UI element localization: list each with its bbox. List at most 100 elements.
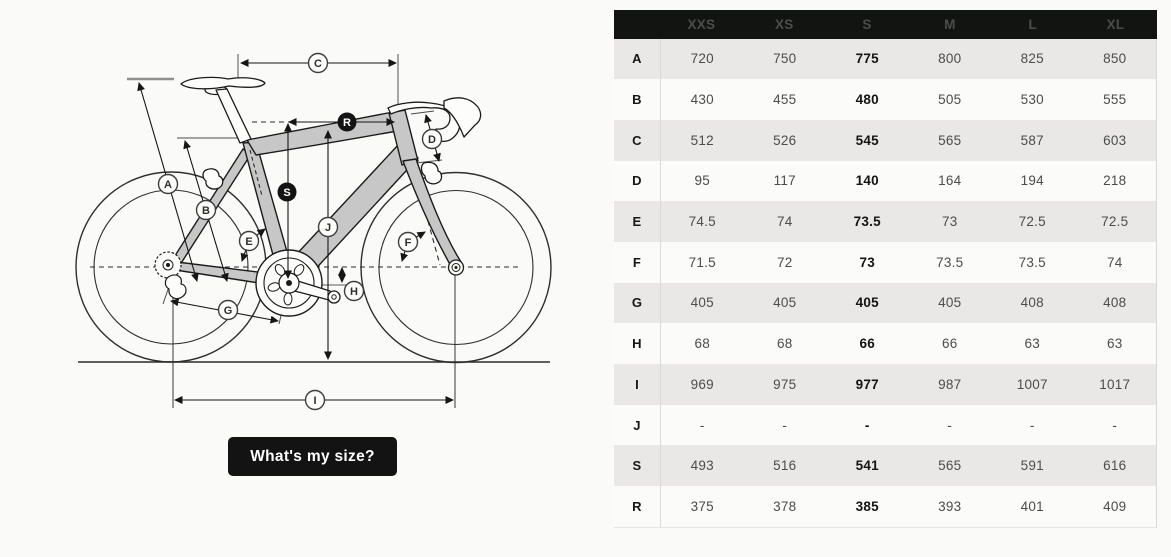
- column-header-l: L: [1028, 16, 1037, 32]
- column-header-xl: XL: [1106, 16, 1125, 32]
- cell-c-xl: 603: [1103, 132, 1127, 148]
- cell-a-xl: 850: [1103, 51, 1127, 67]
- row-label: G: [614, 282, 661, 324]
- dimension-markers: A B C D E F G H I J S R: [157, 52, 443, 411]
- cell-d-xxs: 95: [694, 173, 711, 189]
- table-row-c: C 512 526 545 565 587 603: [614, 119, 1156, 161]
- table-row-g: G 405 405 405 405 408 408: [614, 282, 1156, 324]
- row-label: R: [614, 486, 661, 527]
- cell-j-xxs: -: [699, 417, 705, 433]
- marker-c: C: [307, 52, 329, 74]
- cell-r-l: 401: [1020, 498, 1044, 514]
- svg-text:G: G: [224, 305, 233, 317]
- marker-r: R: [337, 112, 357, 132]
- brake-lever: [443, 97, 482, 138]
- column-header-xs: XS: [774, 16, 794, 32]
- row-label: D: [614, 160, 661, 202]
- front-brake: [420, 161, 443, 185]
- row-label: I: [614, 364, 661, 405]
- cell-r-xl: 409: [1103, 498, 1127, 514]
- cell-e-xs: 74: [776, 214, 793, 230]
- cell-g-s: 405: [855, 295, 879, 311]
- cell-g-m: 405: [938, 295, 962, 311]
- cell-f-xl: 74: [1106, 254, 1123, 270]
- cell-s-xl: 616: [1103, 458, 1127, 474]
- cell-f-s: 73: [859, 254, 876, 270]
- table-row-b: B 430 455 480 505 530 555: [614, 79, 1156, 120]
- cell-h-xs: 68: [776, 336, 793, 352]
- cell-b-xl: 555: [1103, 92, 1127, 108]
- cell-h-l: 63: [1024, 336, 1041, 352]
- whats-my-size-button[interactable]: What's my size?: [228, 437, 397, 476]
- bike-geometry-diagram: A B C D E F G H I J S R: [75, 52, 552, 411]
- cell-i-s: 977: [855, 376, 879, 392]
- row-label: A: [614, 38, 661, 80]
- marker-h: H: [343, 280, 365, 302]
- cell-f-m: 73.5: [936, 254, 964, 270]
- marker-f: F: [397, 231, 419, 253]
- table-row-e: E 74.5 74 73.5 73 72.5 72.5: [614, 201, 1156, 242]
- cell-f-l: 73.5: [1018, 254, 1046, 270]
- cell-i-xl: 1017: [1099, 376, 1131, 392]
- cell-s-l: 591: [1020, 458, 1044, 474]
- cell-f-xs: 72: [776, 254, 793, 270]
- cell-r-m: 393: [938, 498, 962, 514]
- svg-text:E: E: [245, 236, 252, 248]
- cell-a-xs: 750: [773, 51, 797, 67]
- cell-a-m: 800: [938, 51, 962, 67]
- cell-e-xl: 72.5: [1101, 214, 1129, 230]
- top-tube: [246, 111, 404, 156]
- cell-h-s: 66: [859, 336, 876, 352]
- svg-text:S: S: [283, 187, 290, 199]
- marker-g: G: [217, 299, 239, 321]
- cell-s-xs: 516: [773, 458, 797, 474]
- cell-e-xxs: 74.5: [688, 214, 716, 230]
- table-row-d: D 95 117 140 164 194 218: [614, 160, 1156, 202]
- cell-a-s: 775: [855, 51, 879, 67]
- row-label: S: [614, 445, 661, 487]
- cell-g-xl: 408: [1103, 295, 1127, 311]
- cell-c-xs: 526: [773, 132, 797, 148]
- cell-c-l: 587: [1020, 132, 1044, 148]
- svg-text:F: F: [405, 237, 412, 249]
- svg-text:R: R: [343, 117, 351, 129]
- column-header-m: M: [944, 16, 956, 32]
- saddle: [180, 76, 266, 90]
- cell-e-s: 73.5: [853, 214, 881, 230]
- column-header-s: S: [862, 16, 872, 32]
- cell-h-m: 66: [941, 336, 958, 352]
- marker-s: S: [277, 182, 297, 202]
- cell-j-m: -: [947, 417, 953, 433]
- cell-b-l: 530: [1020, 92, 1044, 108]
- seatpost-insert-line: [249, 149, 263, 197]
- cell-a-l: 825: [1020, 51, 1044, 67]
- cell-j-xl: -: [1112, 417, 1118, 433]
- marker-a: A: [157, 173, 179, 195]
- table-row-r: R 375 378 385 393 401 409: [614, 486, 1156, 527]
- cell-g-l: 408: [1020, 295, 1044, 311]
- geometry-table-body: A 720 750 775 800 825 850 B 430 455 480 505 530 555 C 5…: [614, 38, 1157, 528]
- row-label: B: [614, 79, 661, 120]
- cell-i-xs: 975: [773, 376, 797, 392]
- rear-derailleur: [164, 274, 187, 300]
- table-row-a: A 720 750 775 800 825 850: [614, 38, 1156, 80]
- cell-j-l: -: [1029, 417, 1035, 433]
- cell-c-s: 545: [855, 132, 879, 148]
- cell-c-m: 565: [938, 132, 962, 148]
- svg-text:J: J: [325, 222, 331, 234]
- cell-j-s: -: [864, 417, 870, 433]
- cell-i-m: 987: [938, 376, 962, 392]
- row-label: H: [614, 323, 661, 364]
- cell-d-xs: 117: [773, 173, 796, 189]
- bike-components: [154, 76, 482, 317]
- cell-s-s: 541: [855, 458, 879, 474]
- cell-h-xl: 63: [1106, 336, 1123, 352]
- marker-b: B: [195, 199, 217, 221]
- cell-e-l: 72.5: [1018, 214, 1046, 230]
- cell-s-xxs: 493: [690, 458, 714, 474]
- seatpost: [215, 88, 252, 144]
- cell-b-xs: 455: [773, 92, 797, 108]
- geometry-table-header: XXS XS S M L XL: [614, 10, 1157, 39]
- cell-b-xxs: 430: [690, 92, 714, 108]
- table-row-j: J------: [614, 404, 1156, 446]
